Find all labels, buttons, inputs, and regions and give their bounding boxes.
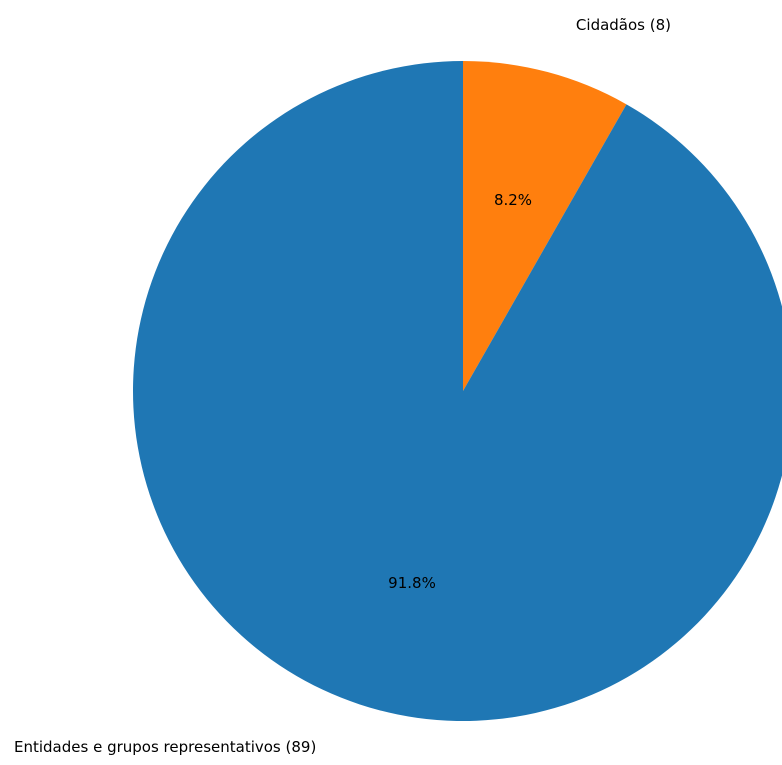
slice-label-cidadaos: Cidadãos (8) [576,16,671,34]
pie-slice-0 [463,61,627,391]
pie-slice-1 [133,61,782,721]
slice-percent-label-cidadaos: 8.2% [494,191,532,209]
slice-label-entidades: Entidades e grupos representativos (89) [14,738,316,756]
pie-slices [133,61,782,721]
slice-percent-label-entidades: 91.8% [388,574,436,592]
